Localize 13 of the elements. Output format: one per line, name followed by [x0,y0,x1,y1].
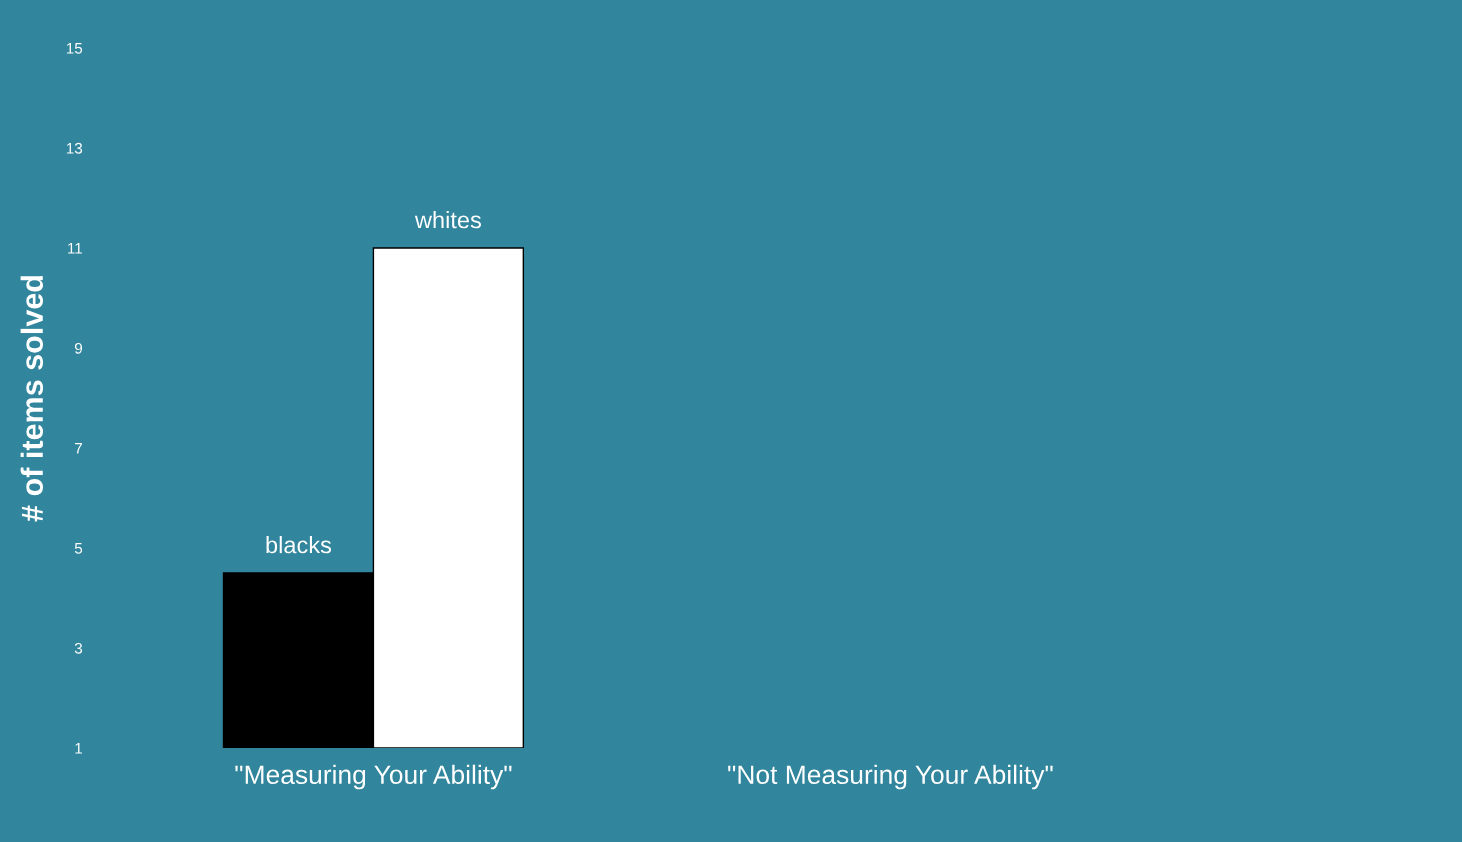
y-tick-label: 1 [75,743,82,754]
y-tick-label: 13 [66,142,83,154]
y-tick-label: 15 [66,43,83,54]
y-tick-label: 5 [74,543,83,554]
y-axis-title: # of items solved [20,276,44,522]
x-tick-label: "Not Measuring Your Ability" [728,764,1053,790]
y-tick-label: 3 [74,642,83,654]
y-tick-label: 9 [74,342,83,354]
y-tick-label: 7 [75,443,82,454]
series-label: blacks [266,536,332,554]
y-tick-label: 11 [68,243,83,254]
series-label: whites [414,210,481,229]
x-tick-label: "Measuring Your Ability" [235,764,512,790]
